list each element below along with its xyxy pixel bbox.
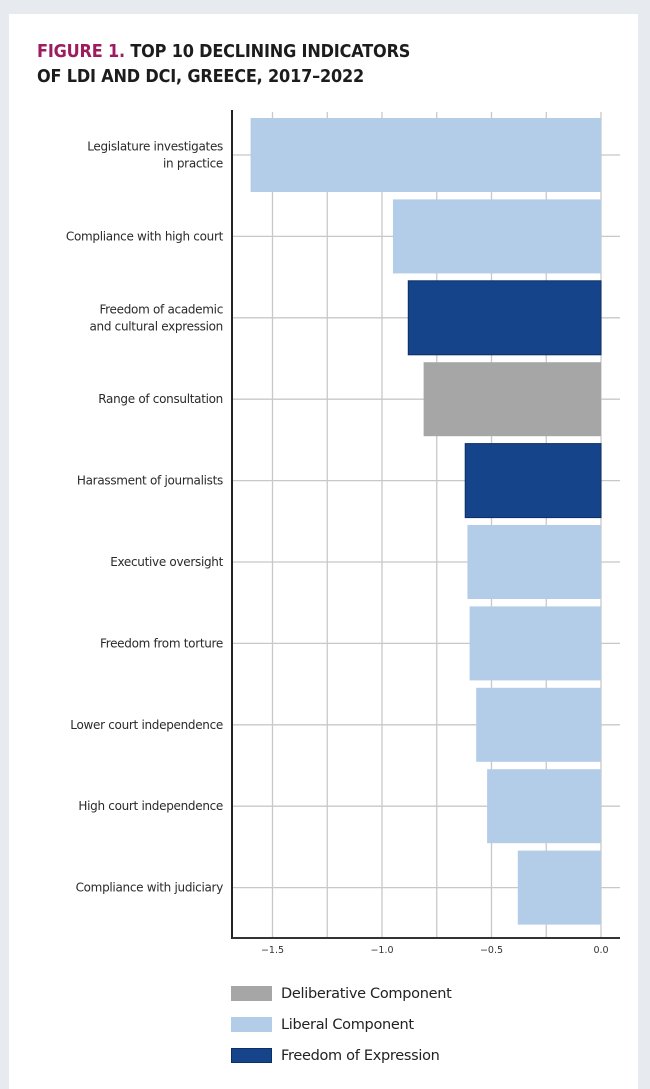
- bar-liberal: [469, 606, 601, 681]
- title-line-1: TOP 10 DECLINING INDICATORS: [130, 42, 411, 62]
- x-tick-label: −0.5: [480, 945, 503, 956]
- title-line-2: OF LDI AND DCI, GREECE, 2017–2022: [37, 67, 365, 87]
- category-label: Harassment of journalists: [77, 474, 223, 488]
- category-label: Executive oversight: [110, 555, 223, 569]
- category-label: Compliance with high court: [66, 229, 224, 243]
- category-label: High court independence: [78, 799, 223, 813]
- bar-liberal: [392, 199, 601, 274]
- category-label: Freedom of academic: [99, 302, 223, 316]
- legend-item-deliberative: Deliberative Component: [231, 978, 452, 1009]
- bar-liberal: [487, 769, 601, 844]
- legend-swatch-expression: [231, 1048, 272, 1063]
- bar-liberal: [476, 687, 601, 762]
- legend-swatch-deliberative: [231, 986, 272, 1001]
- bar-liberal: [467, 525, 601, 599]
- category-label: Range of consultation: [98, 392, 223, 406]
- x-tick-label: −1.5: [261, 945, 284, 956]
- category-label: and cultural expression: [89, 319, 223, 333]
- legend-swatch-liberal: [231, 1017, 272, 1032]
- bar-liberal: [517, 850, 601, 925]
- category-label: in practice: [163, 157, 223, 171]
- legend-label: Liberal Component: [281, 1016, 414, 1033]
- bar-expression: [464, 443, 602, 519]
- legend-item-liberal: Liberal Component: [231, 1009, 452, 1040]
- bar-deliberative: [423, 362, 601, 437]
- bar-liberal: [250, 118, 601, 192]
- x-tick-label: −1.0: [370, 945, 393, 956]
- category-label: Compliance with judiciary: [76, 881, 224, 895]
- figure-label: FIGURE 1.: [37, 42, 125, 62]
- legend: Deliberative Component Liberal Component…: [231, 978, 452, 1071]
- legend-label: Deliberative Component: [281, 985, 452, 1002]
- chart-title: FIGURE 1. TOP 10 DECLINING INDICATORS OF…: [37, 40, 410, 90]
- legend-item-expression: Freedom of Expression: [231, 1040, 452, 1071]
- bar-expression: [407, 280, 602, 356]
- category-label: Lower court independence: [70, 718, 223, 732]
- category-label: Legislature investigates: [87, 140, 223, 154]
- category-label: Freedom from torture: [100, 636, 223, 650]
- legend-label: Freedom of Expression: [281, 1047, 440, 1064]
- x-tick-label: 0.0: [593, 945, 608, 956]
